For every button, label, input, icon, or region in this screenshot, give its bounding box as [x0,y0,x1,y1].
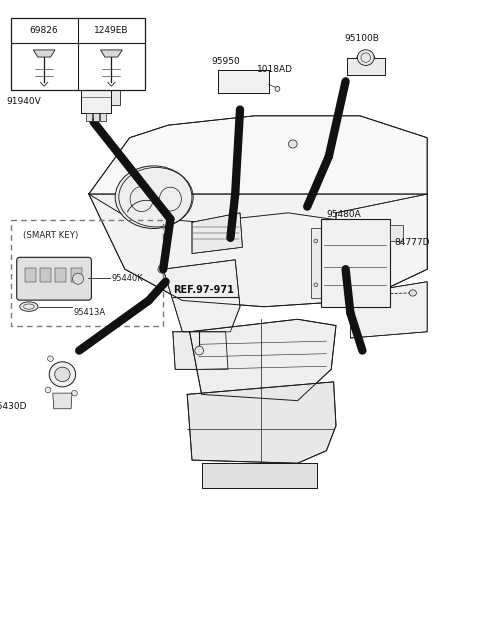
Bar [11,18,145,90]
Polygon shape [350,282,427,338]
Polygon shape [89,116,427,225]
Polygon shape [53,393,72,409]
Text: 69826: 69826 [30,26,59,34]
Text: 95413A: 95413A [73,307,105,317]
Polygon shape [86,113,92,121]
Ellipse shape [158,265,167,274]
FancyBboxPatch shape [17,257,91,300]
Polygon shape [111,90,120,105]
Bar [25,268,36,282]
Text: 1018AD: 1018AD [257,65,293,74]
Text: 95440K: 95440K [111,274,143,283]
Ellipse shape [356,51,375,70]
Ellipse shape [55,367,70,382]
Ellipse shape [314,239,318,243]
Polygon shape [93,113,99,121]
Ellipse shape [288,140,297,148]
Polygon shape [100,113,106,121]
Ellipse shape [49,362,76,387]
Polygon shape [190,319,336,401]
Polygon shape [336,194,427,300]
Bar [71,268,82,282]
Text: 95430D: 95430D [0,403,26,411]
Ellipse shape [72,273,84,284]
Polygon shape [173,332,228,369]
Polygon shape [81,81,111,113]
Ellipse shape [20,302,38,311]
Polygon shape [202,463,317,488]
Polygon shape [33,50,55,57]
Polygon shape [390,225,403,241]
Ellipse shape [195,346,204,355]
Polygon shape [89,194,427,307]
Ellipse shape [45,387,51,393]
Bar [311,228,321,298]
Ellipse shape [275,86,280,91]
Polygon shape [100,50,122,57]
Polygon shape [192,213,242,254]
Polygon shape [163,260,240,332]
Ellipse shape [314,283,318,287]
Ellipse shape [365,289,370,293]
Text: 95100B: 95100B [345,34,380,43]
Text: REF.97-971: REF.97-971 [173,285,234,295]
Bar [321,219,390,307]
Text: 95950: 95950 [211,57,240,66]
Bar [55,268,66,282]
Text: 1249EB: 1249EB [94,26,129,34]
Ellipse shape [115,166,192,228]
Text: 84777D: 84777D [395,239,430,247]
Text: 91940V: 91940V [6,97,41,106]
Ellipse shape [72,391,77,396]
Bar [40,268,51,282]
Text: 95480A: 95480A [326,210,361,218]
Ellipse shape [48,356,53,362]
Ellipse shape [409,290,417,296]
Polygon shape [187,382,336,463]
Ellipse shape [357,49,374,66]
Polygon shape [218,70,269,93]
Text: (SMART KEY): (SMART KEY) [23,231,78,240]
Polygon shape [347,58,385,75]
